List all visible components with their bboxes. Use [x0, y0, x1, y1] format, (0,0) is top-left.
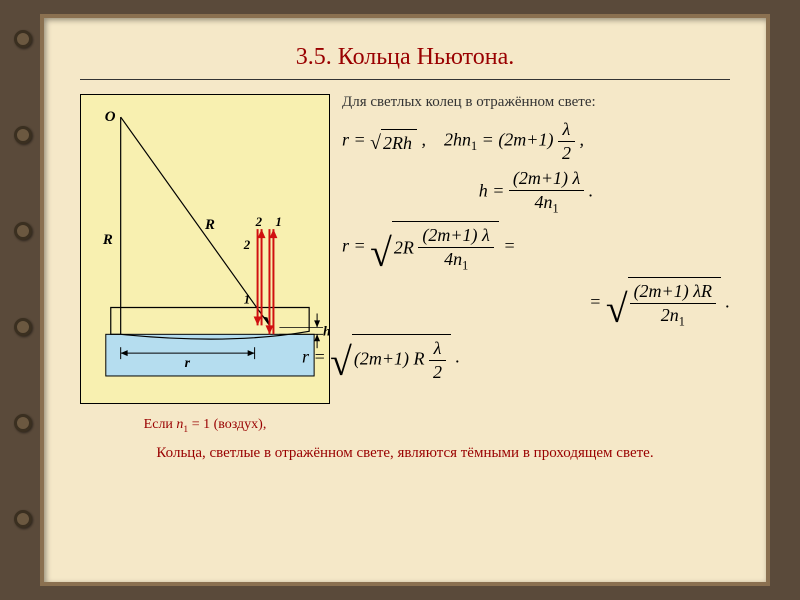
svg-text:1: 1	[244, 293, 250, 307]
eq-line-5: r = √ (2m+1) R λ2 .	[302, 334, 730, 383]
svg-text:O: O	[105, 109, 116, 125]
eq-line-4: = √ (2m+1) λR 2n1 .	[342, 277, 730, 330]
binder-ring	[14, 510, 32, 528]
footer-text: Кольца, светлые в отражённом свете, явля…	[80, 445, 730, 462]
svg-text:1: 1	[275, 215, 281, 229]
eq-line-2: h = (2m+1) λ 4n1 .	[342, 168, 730, 217]
svg-text:R: R	[204, 217, 215, 233]
binder-ring	[14, 414, 32, 432]
newton-rings-diagram: ORRrh2112	[80, 94, 330, 404]
divider	[80, 79, 730, 80]
slide-title: 3.5. Кольца Ньютона.	[80, 44, 730, 71]
air-caption: Если n1 = 1 (воздух),	[80, 417, 330, 435]
svg-text:2: 2	[243, 238, 251, 252]
eq-line-3: r = √ 2R (2m+1) λ 4n1 =	[342, 221, 730, 274]
binder-ring	[14, 222, 32, 240]
binder-ring	[14, 126, 32, 144]
intro-text: Для светлых колец в отражённом свете:	[342, 94, 730, 111]
binder-ring	[14, 30, 32, 48]
svg-text:2: 2	[255, 215, 263, 229]
eq-line-1: r = √2Rh , 2hn1 = (2m+1) λ2 ,	[342, 119, 730, 164]
svg-text:r: r	[185, 356, 191, 371]
binder-ring	[14, 318, 32, 336]
svg-text:R: R	[102, 232, 113, 248]
